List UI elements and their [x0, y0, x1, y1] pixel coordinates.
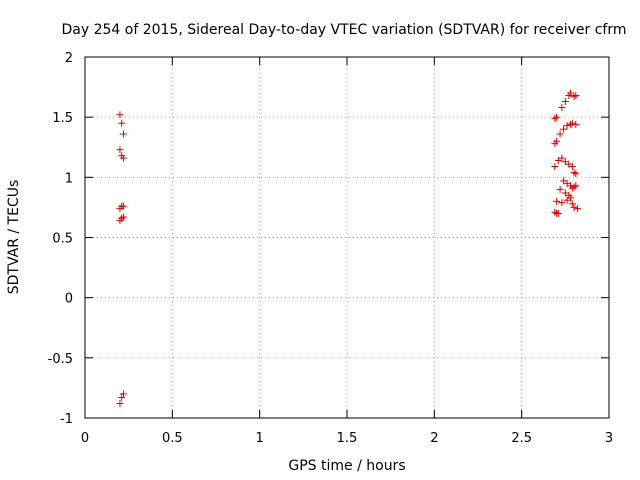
chart-title: Day 254 of 2015, Sidereal Day-to-day VTE… [62, 22, 627, 38]
y-tick-label: 0.5 [52, 232, 73, 247]
data-point [553, 113, 561, 121]
data-point [119, 202, 127, 210]
y-tick-label: -0.5 [48, 352, 73, 367]
data-point [554, 209, 562, 217]
data-point [570, 183, 578, 191]
data-point [556, 130, 564, 138]
data-point [118, 119, 126, 127]
data-point [116, 146, 124, 154]
y-tick-label: 0 [65, 292, 73, 307]
data-point [116, 400, 124, 408]
data-point [570, 93, 578, 101]
data-point [116, 111, 124, 119]
data-points [116, 89, 582, 408]
x-axis-label: GPS time / hours [288, 458, 405, 474]
data-point [553, 137, 561, 145]
data-point [568, 163, 576, 171]
x-tick-label: 1.5 [337, 431, 358, 446]
data-point [570, 169, 578, 177]
data-point [116, 217, 124, 225]
data-point [563, 196, 571, 204]
data-point [572, 182, 580, 190]
data-point [567, 89, 575, 97]
data-point [574, 205, 582, 213]
data-point [551, 163, 559, 171]
x-tick-label: 1 [256, 431, 264, 446]
data-point [553, 197, 561, 205]
data-point [119, 390, 127, 398]
y-tick-label: 2 [65, 51, 73, 66]
data-point [119, 130, 127, 138]
data-point [119, 213, 127, 221]
y-tick-label: 1.5 [52, 111, 73, 126]
x-tick-label: 2.5 [511, 431, 532, 446]
data-point [556, 185, 564, 193]
y-tick-label: 1 [65, 171, 73, 186]
data-point [560, 125, 568, 133]
data-point [558, 199, 566, 207]
y-axis-label: SDTVAR / TECUs [6, 180, 22, 295]
data-point [558, 104, 566, 112]
data-point [118, 394, 126, 402]
x-tick-label: 0.5 [162, 431, 183, 446]
data-point [568, 200, 576, 208]
data-point [568, 119, 576, 127]
data-point [561, 98, 569, 106]
y-tick-label: -1 [60, 412, 73, 427]
data-point [572, 92, 580, 100]
axis-ticks: 0 0.5 1 1.5 2 2.5 3 -1 -0.5 0 0.5 1 1.5 2 [48, 51, 614, 446]
data-point [570, 203, 578, 211]
data-point [572, 170, 580, 178]
data-point [119, 154, 127, 162]
grid [85, 57, 609, 418]
data-point [558, 154, 566, 162]
x-tick-label: 3 [605, 431, 613, 446]
data-point [551, 114, 559, 122]
x-tick-label: 2 [430, 431, 438, 446]
data-point [572, 120, 580, 128]
data-point [551, 208, 559, 216]
x-tick-label: 0 [81, 431, 89, 446]
data-point [563, 122, 571, 130]
